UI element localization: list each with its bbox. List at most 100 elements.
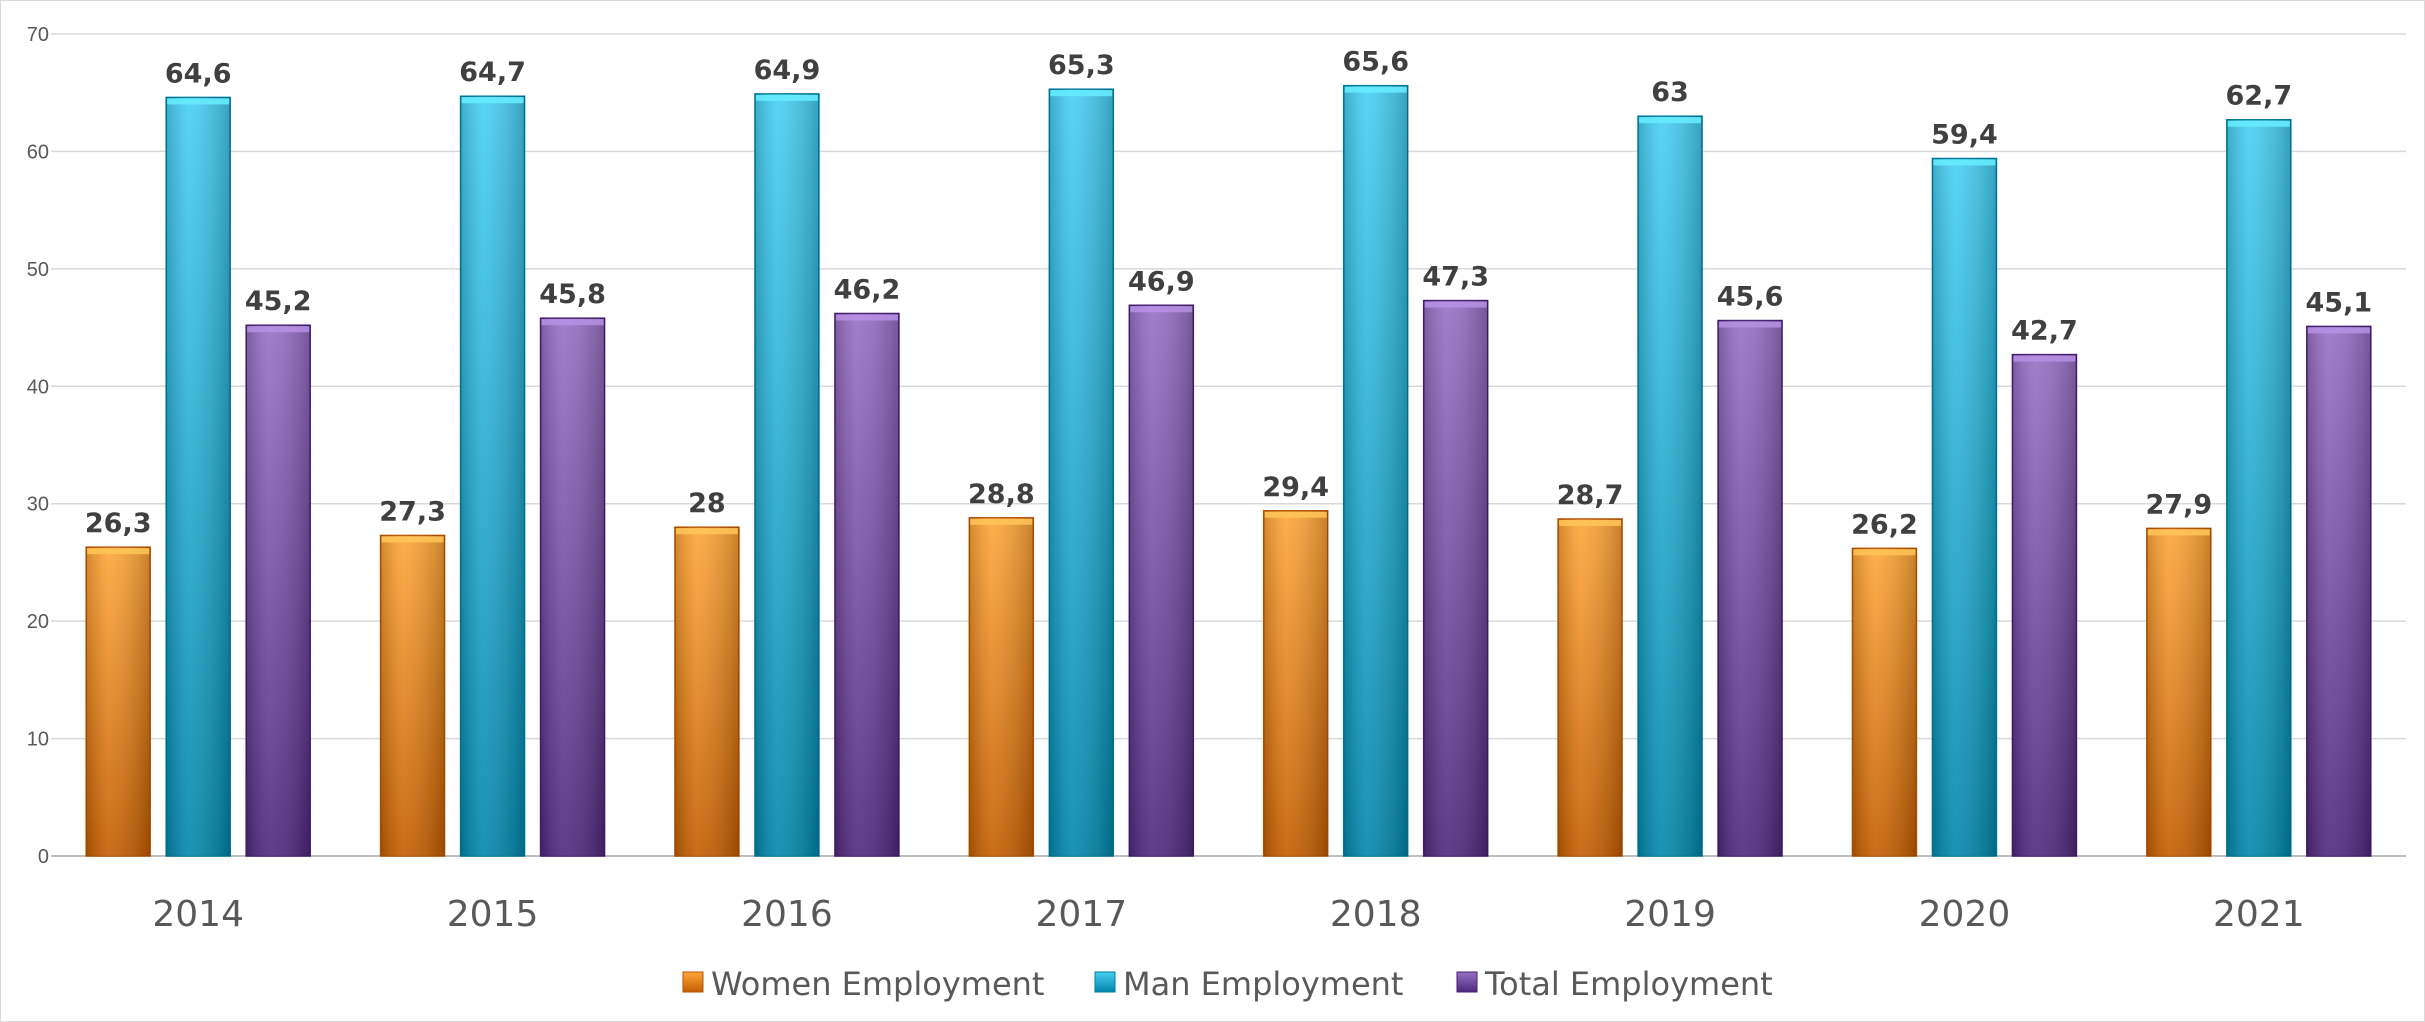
bar-shading (1049, 89, 1114, 857)
legend-swatch (1094, 971, 1116, 993)
bar (539, 317, 606, 857)
legend-label: Women Employment (711, 965, 1044, 1003)
bar (834, 312, 900, 857)
bar (1637, 115, 1703, 857)
bar-top-bevel (1933, 159, 1996, 166)
bar-top-bevel (247, 326, 310, 333)
bar (968, 517, 1035, 857)
y-tick-label: 20 (27, 611, 49, 633)
bar-shading (2012, 354, 2077, 856)
x-category-label: 2016 (741, 894, 833, 935)
bar-shading (754, 93, 819, 857)
bar-shading (1343, 85, 1408, 856)
data-label: 27,3 (379, 496, 446, 527)
data-label: 62,7 (2226, 81, 2293, 112)
bar-shading (246, 325, 311, 856)
bar-shading (969, 517, 1034, 856)
y-tick-label: 70 (27, 24, 49, 46)
bar-top-bevel (2307, 327, 2370, 334)
data-label: 46,9 (1128, 266, 1195, 297)
bar-top-bevel (1344, 86, 1407, 93)
bar-shading (460, 96, 525, 857)
bar (1128, 304, 1195, 857)
bar (2011, 353, 2078, 857)
bar-top-bevel (1130, 306, 1193, 313)
legend-swatch (682, 971, 704, 993)
bar-top-bevel (755, 94, 818, 101)
bar-shading (166, 97, 231, 856)
bar (245, 324, 311, 857)
legend-swatch (1456, 971, 1478, 993)
x-category-label: 2017 (1036, 894, 1128, 935)
bar (459, 95, 526, 857)
legend: Women Employment Man Employment Total Empl… (682, 965, 1773, 1003)
bar-top-bevel (381, 536, 444, 543)
bar-shading (674, 527, 739, 856)
bar-top-bevel (970, 518, 1033, 525)
x-category-label: 2019 (1624, 894, 1716, 935)
data-label: 64,6 (165, 58, 232, 89)
x-axis-categories: 2014 2015 2016 2017 2018 2019 2020 2021 (152, 894, 2304, 935)
bar-top-bevel (87, 548, 150, 555)
bar-shading (834, 313, 899, 857)
bar (1931, 157, 1998, 857)
y-tick-label: 10 (27, 729, 49, 751)
y-tick-label: 50 (27, 259, 49, 281)
x-category-label: 2020 (1919, 894, 2011, 935)
bar (2146, 527, 2212, 857)
bar (1342, 84, 1409, 857)
data-label: 45,1 (2306, 287, 2373, 318)
bar-top-bevel (835, 314, 898, 321)
legend-item: Total Employment (1456, 965, 1773, 1003)
data-label: 45,2 (245, 286, 312, 317)
x-category-label: 2014 (152, 894, 244, 935)
bar-top-bevel (1559, 519, 1622, 526)
bar-shading (86, 547, 151, 856)
data-label: 47,3 (1422, 262, 1489, 293)
legend-item: Women Employment (682, 965, 1044, 1003)
data-label: 28 (688, 488, 726, 519)
legend-item: Man Employment (1094, 965, 1403, 1003)
bar (2306, 325, 2372, 857)
bar (1717, 319, 1783, 857)
legend-label: Total Employment (1484, 965, 1773, 1003)
bar-top-bevel (2227, 120, 2290, 127)
bar-shading (380, 535, 445, 856)
bar (1422, 299, 1489, 857)
x-category-label: 2021 (2213, 894, 2305, 935)
bar-top-bevel (1639, 117, 1702, 124)
data-label: 65,6 (1342, 47, 1409, 78)
data-labels: 26,3 64,6 45,2 27,3 64,7 45,8 28 64,9 46,2 28,8 65… (85, 47, 2372, 541)
bar (165, 96, 231, 857)
bar-shading (2226, 119, 2291, 857)
bars (85, 84, 2372, 857)
bar (2226, 118, 2292, 857)
data-label: 64,9 (754, 55, 821, 86)
bar-shading (540, 318, 605, 857)
bar (674, 526, 740, 857)
legend-label: Man Employment (1123, 965, 1403, 1003)
y-tick-label: 30 (27, 494, 49, 516)
data-label: 63 (1651, 77, 1689, 108)
data-label: 28,7 (1557, 480, 1624, 511)
bar-shading (1718, 320, 1783, 856)
data-label: 42,7 (2011, 316, 2078, 347)
bar (85, 546, 151, 857)
bar (1048, 88, 1115, 857)
data-label: 64,7 (459, 57, 526, 88)
data-label: 26,2 (1851, 509, 1918, 540)
bar-top-bevel (167, 98, 230, 105)
bar-top-bevel (675, 528, 738, 535)
bar-shading (1129, 305, 1194, 856)
bar-top-bevel (2147, 529, 2210, 536)
bar-top-bevel (461, 97, 524, 104)
data-label: 59,4 (1931, 119, 1998, 150)
data-label: 26,3 (85, 508, 152, 539)
y-tick-label: 40 (27, 376, 49, 398)
y-tick-label: 60 (27, 141, 49, 163)
bar-top-bevel (1424, 301, 1487, 308)
bar (1557, 518, 1623, 857)
bar-top-bevel (541, 319, 604, 326)
bar-shading (1932, 158, 1997, 856)
